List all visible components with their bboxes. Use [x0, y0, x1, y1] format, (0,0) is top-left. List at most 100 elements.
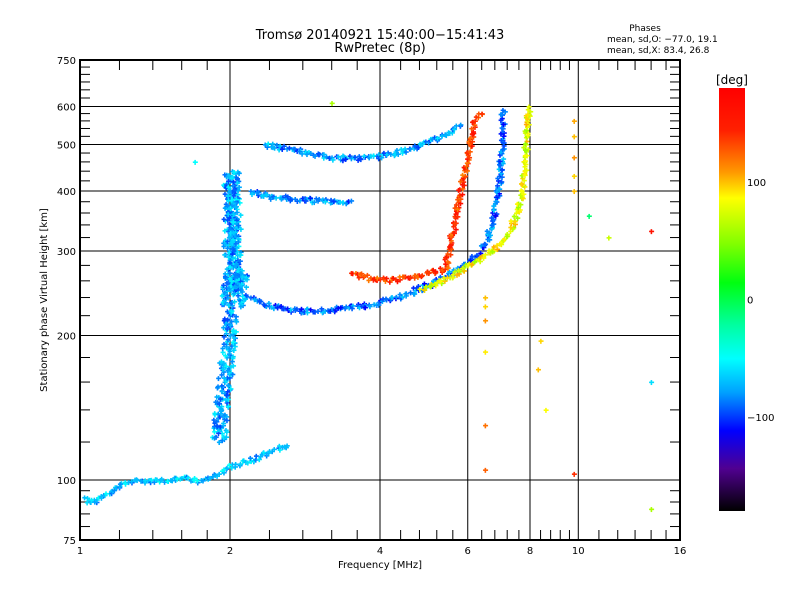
data-point [463, 174, 469, 180]
data-point [233, 171, 239, 177]
data-point [519, 173, 525, 179]
data-point [221, 217, 227, 223]
data-point [249, 191, 255, 197]
data-point [236, 171, 242, 177]
data-point [393, 294, 399, 300]
data-point [237, 274, 243, 280]
data-point [233, 241, 239, 247]
data-point [347, 153, 353, 159]
data-point [212, 411, 218, 417]
data-point [413, 288, 419, 294]
data-point [222, 391, 228, 397]
data-point [486, 234, 492, 240]
data-point [430, 267, 436, 273]
data-point [219, 383, 225, 389]
data-point [227, 260, 233, 266]
data-point [479, 111, 485, 117]
data-point [491, 221, 497, 227]
data-point [232, 235, 238, 241]
colorbar [719, 88, 745, 511]
data-point [501, 122, 507, 128]
data-point [495, 183, 501, 189]
data-point [228, 353, 234, 359]
data-point [515, 205, 521, 211]
data-point [458, 179, 464, 185]
data-point [514, 207, 520, 213]
data-point [221, 470, 227, 476]
data-point [443, 255, 449, 261]
data-point [472, 122, 478, 128]
data-point [236, 234, 242, 240]
data-point [292, 146, 298, 152]
data-point [217, 424, 223, 430]
data-point [225, 295, 231, 301]
data-point [430, 136, 436, 142]
data-point [525, 133, 531, 139]
data-point [497, 162, 503, 168]
data-point [225, 288, 231, 294]
data-point [338, 305, 344, 311]
data-point [471, 134, 477, 140]
data-point [262, 303, 268, 309]
data-point [210, 474, 216, 480]
data-point [519, 193, 525, 199]
data-point [231, 230, 237, 236]
data-point [222, 228, 228, 234]
data-point [233, 278, 239, 284]
data-point [469, 126, 475, 132]
data-point [227, 250, 233, 256]
data-point [236, 244, 242, 250]
data-point [236, 239, 242, 245]
data-point [216, 427, 222, 433]
data-point [267, 448, 273, 454]
data-point [224, 375, 230, 381]
data-point [228, 323, 234, 329]
data-point [221, 292, 227, 298]
data-point [461, 265, 467, 271]
data-point [226, 189, 232, 195]
data-point [297, 308, 303, 314]
data-point [412, 291, 418, 297]
data-point [273, 302, 279, 308]
x-axis-label: Frequency [MHz] [338, 560, 422, 571]
data-point [350, 303, 356, 309]
data-point [224, 355, 230, 361]
data-point [328, 308, 334, 314]
data-point [222, 412, 228, 418]
data-point [523, 113, 529, 119]
data-point [512, 219, 518, 225]
data-point [234, 249, 240, 255]
data-point [239, 289, 245, 295]
data-point [474, 252, 480, 258]
data-point [523, 142, 529, 148]
data-point [528, 109, 534, 115]
data-point [237, 258, 243, 264]
data-point [478, 243, 484, 249]
data-point [419, 273, 425, 279]
data-point [445, 251, 451, 257]
data-point [236, 277, 242, 283]
data-point [230, 189, 236, 195]
data-point [498, 131, 504, 137]
data-point [279, 196, 285, 202]
data-point [225, 368, 231, 374]
data-point [253, 453, 259, 459]
data-point [225, 272, 231, 278]
data-point [227, 215, 233, 221]
data-point [229, 251, 235, 257]
y-tick-label: 300 [57, 247, 76, 258]
data-point [388, 151, 394, 157]
data-point [432, 281, 438, 287]
data-point [571, 118, 577, 124]
data-point [221, 244, 227, 250]
data-point [460, 172, 466, 178]
data-point [495, 176, 501, 182]
y-tick-label: 100 [57, 476, 76, 487]
data-point [355, 303, 361, 309]
data-point [441, 275, 447, 281]
data-point [217, 360, 223, 366]
data-point [467, 155, 473, 161]
data-point [484, 229, 490, 235]
data-point [241, 297, 247, 303]
